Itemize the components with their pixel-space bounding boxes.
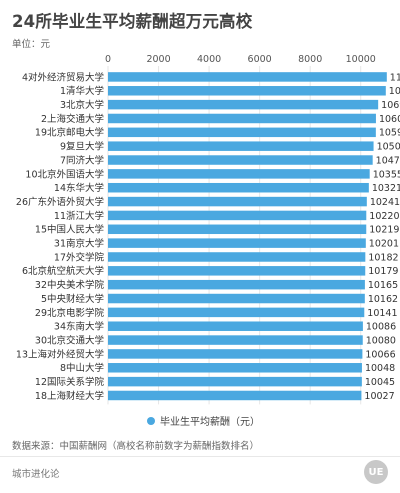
bar	[108, 224, 367, 235]
value-label: 10473	[376, 155, 400, 166]
category-label: 2上海交通大学	[41, 113, 104, 125]
bar	[108, 127, 376, 138]
category-label: 11浙江大学	[54, 210, 104, 222]
x-tick-label: 10000	[346, 54, 376, 65]
bar	[108, 141, 374, 151]
category-label: 32中央美术学院	[35, 279, 105, 291]
value-label: 10162	[368, 294, 398, 305]
legend-label: 毕业生平均薪酬（元）	[160, 417, 260, 428]
bar	[108, 279, 365, 290]
value-label: 10602	[379, 114, 400, 125]
category-label: 7同济大学	[60, 154, 104, 166]
bar	[108, 169, 370, 179]
value-label: 10027	[364, 391, 394, 402]
brand-name: 城市进化论	[12, 469, 60, 480]
category-label: 9复旦大学	[60, 141, 104, 153]
category-label: 29北京电影学院	[35, 307, 105, 319]
bar	[108, 335, 363, 345]
category-label: 4对外经济贸易大学	[22, 71, 104, 83]
data-source: 数据来源：中国薪酬网（高校名称前数字为薪酬指数排名）	[12, 441, 260, 452]
value-label: 10201	[369, 239, 399, 250]
value-label: 10241	[370, 197, 400, 208]
x-tick-label: 8000	[298, 54, 322, 65]
category-label: 10北京外国语大学	[25, 168, 104, 180]
category-label: 14东华大学	[54, 182, 104, 194]
value-label: 10598	[379, 128, 400, 139]
value-label: 10080	[366, 335, 396, 346]
x-axis-ticks: 0 2000 4000 6000 8000 10000	[105, 54, 376, 65]
value-label: 10066	[365, 349, 395, 360]
category-label: 6北京航空航天大学	[22, 265, 104, 277]
x-tick-label: 0	[105, 54, 111, 65]
bar	[108, 252, 366, 262]
category-label: 26广东外语外贸大学	[16, 196, 104, 208]
category-label: 19北京邮电大学	[35, 127, 104, 139]
category-label: 1清华大学	[60, 85, 104, 97]
value-label: 10220	[369, 211, 399, 222]
value-label: 10182	[368, 252, 398, 263]
bar	[108, 99, 379, 110]
category-label: 12国际关系学院	[35, 376, 105, 388]
x-tick-label: 6000	[248, 54, 272, 65]
value-label: 10179	[368, 266, 398, 277]
category-label: 15中国人民大学	[35, 224, 104, 236]
bar	[108, 182, 369, 193]
category-label: 30北京交通大学	[35, 334, 104, 346]
legend-marker	[147, 416, 155, 425]
category-label: 34东南大学	[54, 321, 104, 333]
category-label: 5中央财经大学	[41, 293, 104, 305]
salary-bar-chart: 0 2000 4000 6000 8000 10000 4对外经济贸易大学 1清华大学 3北京…	[16, 54, 400, 405]
category-label: 31南京大学	[54, 238, 104, 250]
bar	[108, 238, 366, 248]
category-labels: 4对外经济贸易大学 1清华大学 3北京大学 2上海交通大学 19北京邮电大学 9复旦大学7…	[16, 71, 105, 402]
unit-label: 单位：元	[12, 39, 51, 50]
legend: 毕业生平均薪酬（元）	[147, 413, 260, 428]
value-label: 10992	[389, 86, 400, 97]
bar	[108, 390, 362, 401]
value-label: 10086	[366, 322, 396, 333]
category-label: 8中山大学	[60, 362, 104, 374]
bar	[108, 363, 362, 373]
category-label: 3北京大学	[60, 99, 104, 111]
x-tick-label: 2000	[146, 54, 170, 65]
value-label: 10141	[367, 308, 397, 319]
category-label: 18上海财经大学	[35, 390, 104, 402]
footer-divider	[0, 456, 400, 457]
category-label: 17外交学院	[54, 251, 105, 263]
bar	[108, 349, 363, 359]
value-label: 10355	[373, 169, 400, 180]
value-label: 10045	[365, 377, 395, 388]
value-label: 10165	[368, 280, 398, 291]
chart-title: 24所毕业生平均薪酬超万元高校	[12, 12, 253, 31]
bar	[108, 196, 367, 207]
value-label: 10219	[369, 225, 399, 236]
bar	[108, 376, 362, 387]
bar	[108, 72, 387, 82]
bar	[108, 321, 363, 331]
bar	[108, 307, 365, 318]
value-label: 10321	[372, 183, 400, 194]
value-label: 11032	[390, 72, 400, 83]
value-label: 10048	[365, 363, 395, 374]
bar	[108, 155, 373, 165]
brand-logo: UE	[364, 460, 388, 484]
category-label: 13上海对外经贸大学	[16, 348, 104, 360]
value-labels: 11032 10992 10690 10602 10598 10508 10473 10355…	[364, 72, 400, 402]
bars	[108, 72, 387, 401]
bar	[108, 293, 365, 304]
bar	[108, 266, 366, 276]
bar	[108, 113, 376, 124]
value-label: 10690	[381, 100, 400, 111]
bar	[108, 210, 367, 221]
x-tick-label: 4000	[197, 54, 221, 65]
bar	[108, 86, 386, 96]
value-label: 10508	[377, 142, 400, 153]
